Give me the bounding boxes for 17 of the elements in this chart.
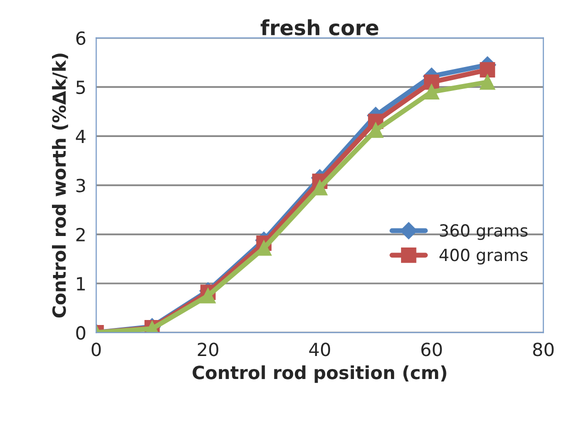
x-tick-label: 0	[92, 342, 101, 356]
x-tick-label: 60	[421, 342, 442, 356]
y-tick-label: 6	[76, 31, 86, 46]
chart-title: fresh core	[260, 19, 378, 36]
x-tick-label: 20	[198, 342, 218, 356]
x-axis-title: Control rod position (cm)	[192, 365, 446, 383]
y-tick-label: 2	[76, 228, 85, 242]
x-tick-label: 80	[533, 342, 554, 356]
legend-label: 360 grams	[440, 224, 528, 240]
y-tick-label: 1	[76, 277, 85, 290]
y-tick-label: 4	[76, 130, 86, 143]
y-tick-label: 0	[76, 326, 86, 340]
y-axis-title: Control rod worth (%Δk/k)	[52, 54, 68, 318]
x-tick-label: 40	[309, 342, 330, 356]
legend-label: 400 grams	[440, 248, 528, 264]
y-tick-label: 3	[76, 178, 86, 192]
y-tick-label: 5	[76, 80, 85, 94]
